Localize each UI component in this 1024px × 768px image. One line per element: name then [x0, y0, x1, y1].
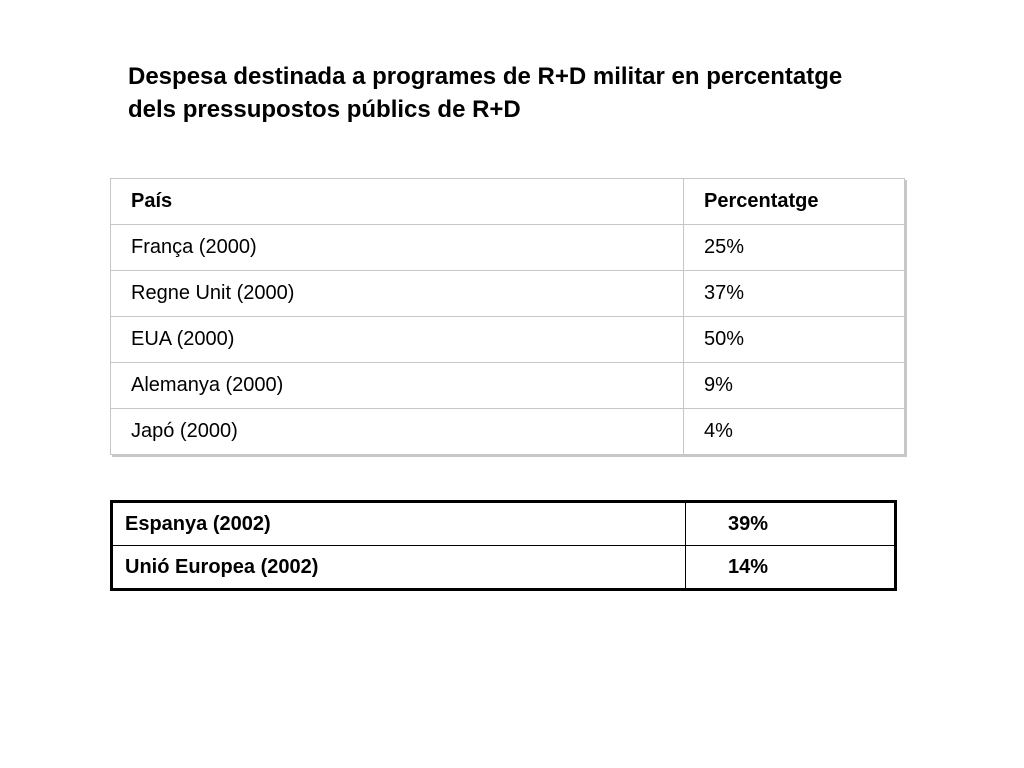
- title-line-2: dels pressupostos públics de R+D: [128, 96, 521, 123]
- cell-country: EUA (2000): [110, 316, 684, 363]
- cell-percentage: 9%: [683, 362, 905, 409]
- summary-table: Espanya (2002) 39% Unió Europea (2002) 1…: [110, 500, 897, 591]
- table-row: Unió Europea (2002) 14%: [111, 545, 896, 590]
- table-row: França (2000) 25%: [110, 224, 905, 271]
- cell-percentage: 39%: [685, 501, 896, 546]
- cell-country: Alemanya (2000): [110, 362, 684, 409]
- table-row: Regne Unit (2000) 37%: [110, 270, 905, 317]
- header-country: País: [110, 178, 684, 225]
- cell-country: Japó (2000): [110, 408, 684, 455]
- cell-country: Regne Unit (2000): [110, 270, 684, 317]
- cell-percentage: 14%: [685, 545, 896, 590]
- table-header-row: País Percentatge: [110, 178, 905, 225]
- cell-country: França (2000): [110, 224, 684, 271]
- cell-percentage: 37%: [683, 270, 905, 317]
- title-line-1: Despesa destinada a programes de R+D mil…: [128, 63, 843, 90]
- table-row: Japó (2000) 4%: [110, 408, 905, 455]
- country-percentage-table: País Percentatge França (2000) 25% Regne…: [110, 178, 905, 455]
- cell-percentage: 25%: [683, 224, 905, 271]
- page-title: Despesa destinada a programes de R+D mil…: [128, 60, 988, 126]
- header-percentage: Percentatge: [683, 178, 905, 225]
- table-row: Espanya (2002) 39%: [111, 501, 896, 546]
- cell-percentage: 50%: [683, 316, 905, 363]
- cell-country: Unió Europea (2002): [111, 545, 686, 590]
- table-row: EUA (2000) 50%: [110, 316, 905, 363]
- table-row: Alemanya (2000) 9%: [110, 362, 905, 409]
- cell-country: Espanya (2002): [111, 501, 686, 546]
- cell-percentage: 4%: [683, 408, 905, 455]
